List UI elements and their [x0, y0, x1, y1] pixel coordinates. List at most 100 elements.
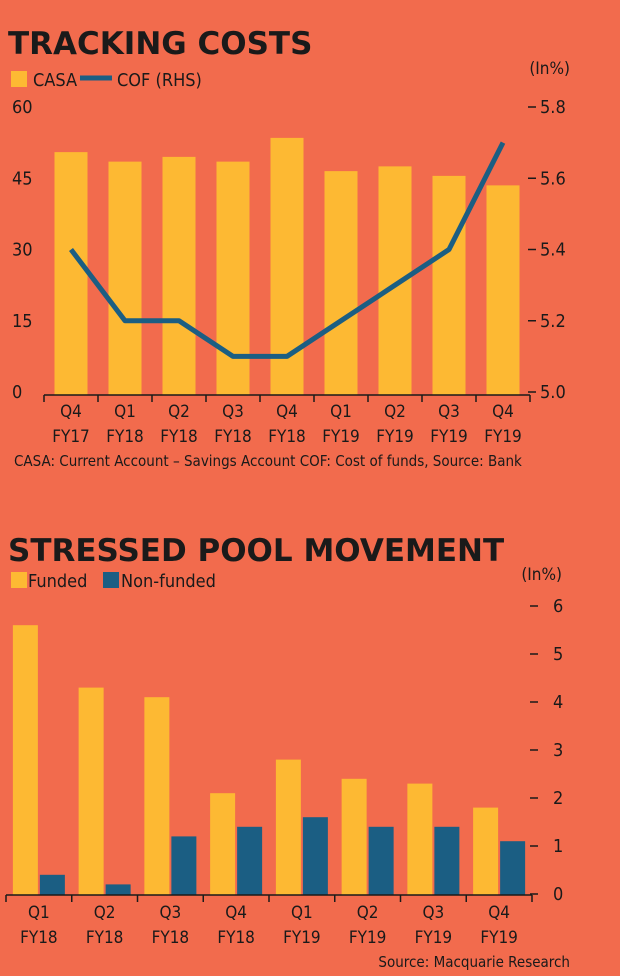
chart1-bars — [54, 137, 520, 395]
funded-bar — [275, 759, 301, 895]
chart1-category-year: FY18 — [106, 427, 144, 447]
legend-casa-label: CASA — [33, 70, 77, 91]
chart1-right-tick: 5.2 — [540, 311, 566, 332]
chart2-category-year: FY19 — [480, 928, 518, 948]
chart2-right-axis: 0 1 2 3 4 5 6 — [530, 596, 563, 905]
chart1-category-quarter: Q2 — [168, 402, 190, 422]
funded-bar — [473, 807, 499, 895]
legend-cof-label: COF (RHS) — [117, 70, 202, 91]
chart1-right-tick: 5.8 — [540, 97, 566, 118]
legend-nonfunded-swatch — [103, 572, 119, 588]
casa-bar — [54, 152, 88, 395]
chart2-source: Source: Macquarie Research — [378, 953, 570, 971]
legend-nonfunded-label: Non-funded — [121, 571, 216, 592]
chart1-category-quarter: Q4 — [60, 402, 82, 422]
chart2-category-year: FY19 — [415, 928, 453, 948]
chart2-category-quarter: Q4 — [488, 903, 510, 923]
nonfunded-bar — [105, 884, 131, 895]
chart2-bars — [12, 625, 526, 895]
chart2-right-tick: 2 — [553, 788, 563, 809]
chart2-category-quarter: Q1 — [28, 903, 50, 923]
chart1-category-year: FY18 — [160, 427, 198, 447]
nonfunded-bar — [302, 817, 328, 895]
chart1-category-year: FY18 — [268, 427, 306, 447]
chart2-category-year: FY19 — [349, 928, 387, 948]
chart2-category-quarter: Q1 — [291, 903, 313, 923]
casa-bar — [270, 137, 304, 395]
casa-bar — [432, 175, 466, 395]
chart2-right-tick: 3 — [553, 740, 563, 761]
casa-bar — [216, 161, 250, 395]
casa-bar — [324, 171, 358, 395]
funded-bar — [12, 625, 38, 895]
chart2-right-tick: 5 — [553, 644, 563, 665]
chart1-line — [69, 141, 506, 359]
chart1-left-tick: 15 — [12, 311, 33, 332]
chart1-left-tick: 0 — [12, 382, 22, 403]
chart1-right-tick: 5.4 — [540, 240, 566, 261]
chart1-title: TRACKING COSTS — [8, 26, 312, 62]
chart2-category-quarter: Q2 — [94, 903, 116, 923]
chart2-category-quarter: Q4 — [225, 903, 247, 923]
casa-bar — [486, 185, 520, 395]
chart1-category-year: FY17 — [52, 427, 90, 447]
legend-funded-swatch — [11, 572, 27, 588]
casa-bar — [108, 161, 142, 395]
funded-bar — [210, 793, 236, 895]
chart1-right-tick: 5.0 — [540, 382, 566, 403]
casa-bar — [378, 166, 412, 395]
chart2-category-year: FY18 — [152, 928, 190, 948]
chart1-category-year: FY18 — [214, 427, 252, 447]
nonfunded-bar — [39, 874, 65, 895]
chart2-category-quarter: Q3 — [159, 903, 181, 923]
chart1-right-tick: 5.6 — [540, 168, 566, 189]
chart2-category-year: FY18 — [20, 928, 58, 948]
chart1-right-axis: 5.0 5.2 5.4 5.6 5.8 — [528, 97, 566, 403]
nonfunded-bar — [500, 841, 526, 895]
chart1-category-year: FY19 — [376, 427, 414, 447]
nonfunded-bar — [237, 826, 263, 895]
casa-bar — [162, 156, 196, 395]
chart1-left-tick: 45 — [12, 168, 33, 189]
chart2-right-tick: 4 — [553, 692, 563, 713]
nonfunded-bar — [171, 836, 197, 895]
chart2-categories: Q1 FY18 Q2 FY18 Q3 FY18 Q4 FY18 Q1 FY19 Q2 FY19 Q3 FY… — [5, 895, 533, 948]
funded-bar — [78, 687, 104, 895]
chart1-category-quarter: Q2 — [384, 402, 406, 422]
chart2-category-year: FY19 — [283, 928, 321, 948]
chart2-right-tick: 1 — [553, 836, 563, 857]
chart1-left-tick: 60 — [12, 97, 33, 118]
chart1-category-quarter: Q3 — [222, 402, 244, 422]
chart1-unit: (In%) — [529, 59, 570, 79]
stressed-pool-chart: STRESSED POOL MOVEMENT Funded Non-funded… — [5, 533, 570, 971]
chart1-category-year: FY19 — [484, 427, 522, 447]
chart1-category-quarter: Q4 — [492, 402, 514, 422]
chart1-category-quarter: Q1 — [330, 402, 352, 422]
funded-bar — [407, 783, 433, 895]
chart1-category-quarter: Q1 — [114, 402, 136, 422]
chart2-category-quarter: Q3 — [422, 903, 444, 923]
chart1-category-year: FY19 — [322, 427, 360, 447]
chart2-right-tick: 0 — [553, 884, 563, 905]
nonfunded-bar — [368, 826, 394, 895]
cof-line — [69, 141, 506, 359]
tracking-costs-chart: TRACKING COSTS CASA COF (RHS) (In%) 0 15 3… — [8, 26, 570, 470]
chart1-category-quarter: Q3 — [438, 402, 460, 422]
chart2-unit: (In%) — [521, 565, 562, 585]
chart1-note: CASA: Current Account – Savings Account … — [14, 452, 522, 470]
chart2-right-tick: 6 — [553, 596, 563, 617]
funded-bar — [341, 778, 367, 895]
chart2-category-year: FY18 — [86, 928, 124, 948]
chart1-left-tick: 30 — [12, 240, 33, 261]
funded-bar — [144, 697, 170, 895]
chart1-category-year: FY19 — [430, 427, 468, 447]
chart1-categories: Q4 FY17 Q1 FY18 Q2 FY18 Q3 FY18 Q4 FY18 Q1 FY19 Q2 FY… — [43, 395, 531, 447]
chart2-category-quarter: Q2 — [357, 903, 379, 923]
nonfunded-bar — [434, 826, 460, 895]
chart2-category-year: FY18 — [217, 928, 255, 948]
legend-casa-swatch — [11, 71, 27, 87]
chart2-title: STRESSED POOL MOVEMENT — [8, 533, 504, 569]
legend-funded-label: Funded — [28, 571, 87, 592]
